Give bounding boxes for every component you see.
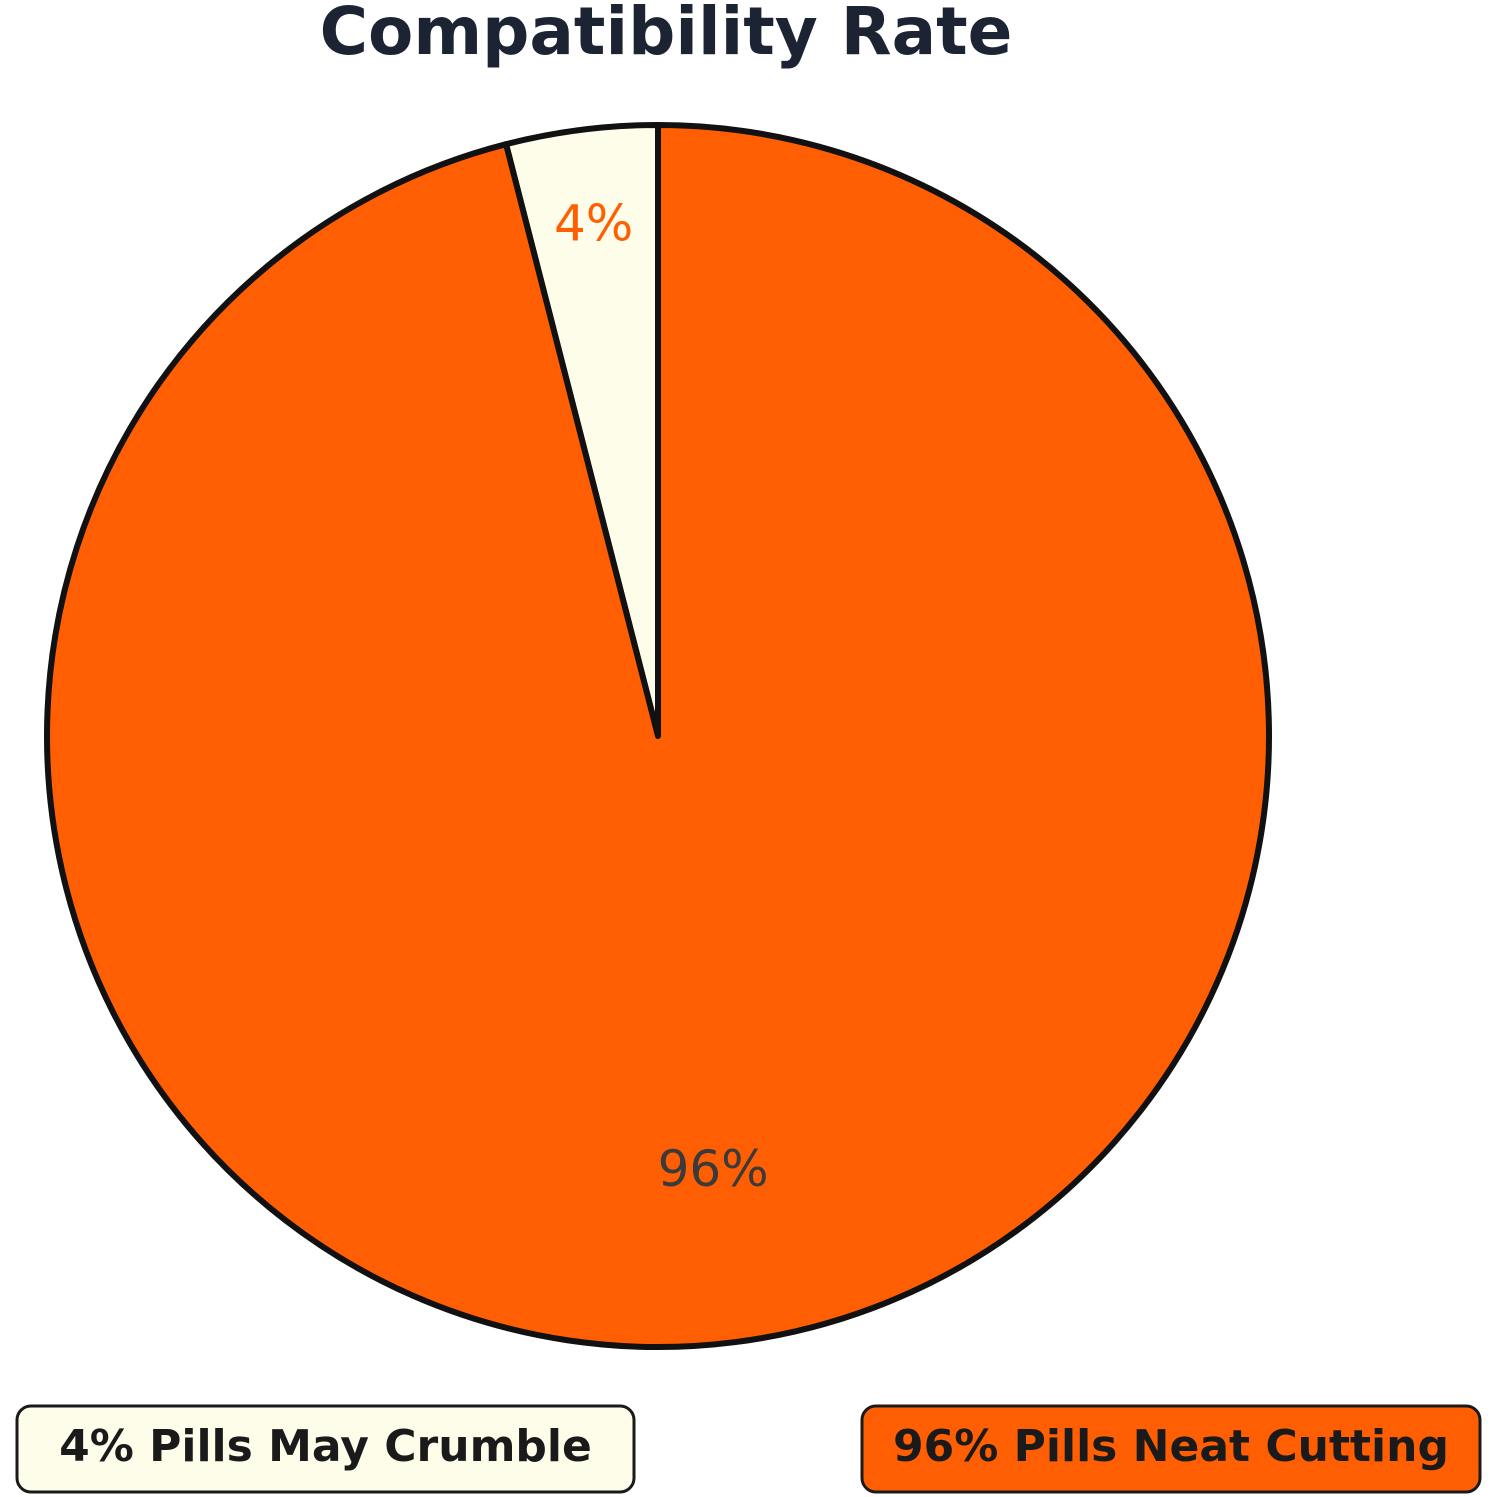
chart-title: Compatibility Rate	[320, 0, 1013, 70]
slice-label: 96%	[658, 1140, 769, 1198]
legend-text: 96% Pills Neat Cutting	[893, 1421, 1449, 1472]
pie-slice	[44, 122, 1272, 1350]
legend-box	[860, 1404, 1482, 1494]
legend-box	[15, 1404, 636, 1494]
slice-label: 4%	[554, 194, 633, 252]
legend-text: 4% Pills May Crumble	[59, 1421, 592, 1472]
